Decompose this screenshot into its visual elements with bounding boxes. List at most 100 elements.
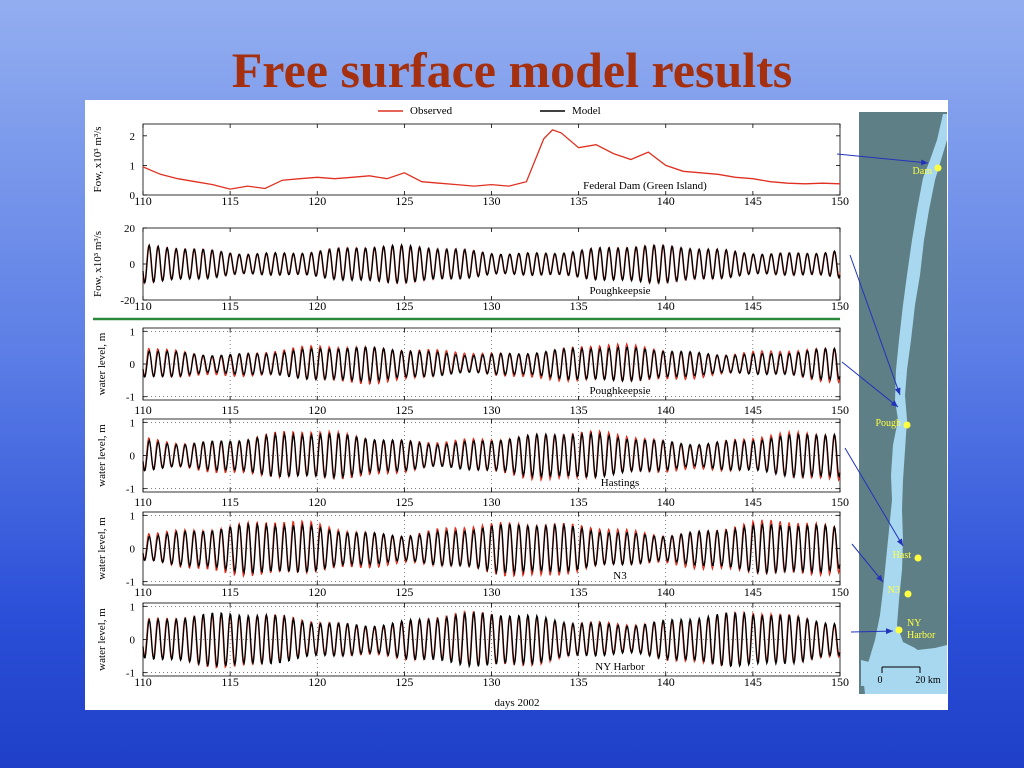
station-marker-dam: [934, 164, 942, 172]
x-tick-label: 130: [483, 675, 501, 689]
hudson-river: [863, 114, 947, 694]
x-tick-label: 115: [221, 675, 239, 689]
x-tick-label: 120: [308, 403, 326, 417]
x-tick-label: 110: [134, 403, 152, 417]
y-tick-label: 20: [124, 223, 136, 235]
x-tick-label: 145: [744, 585, 762, 599]
x-tick-label: 135: [570, 495, 588, 509]
x-tick-label: 140: [657, 299, 675, 313]
chart-panel-1: 110 115 120 125 130 135 140 145 150 0 1 2 Fow, x10³ …: [92, 123, 849, 208]
chart-panel-3: 110 115 120 125 130 135 140 145 150 1 0 -1 water lev…: [96, 326, 849, 417]
x-tick-label: 115: [221, 585, 239, 599]
x-axis-label: days 2002: [495, 697, 540, 709]
plot-frame: [142, 227, 841, 301]
station-label: Poughkeepsie: [589, 385, 650, 397]
station-name-pough: Pough: [875, 418, 901, 429]
x-tick-label: 130: [483, 585, 501, 599]
legend: Observed Model: [378, 105, 601, 117]
y-tick-label: 2: [130, 131, 136, 143]
x-tick-label: 125: [395, 675, 413, 689]
series-model-line: [142, 431, 841, 480]
x-tick-label: 110: [134, 585, 152, 599]
station-label: NY Harbor: [595, 661, 645, 673]
y-tick-label: 0: [130, 190, 136, 202]
x-tick-label: 125: [395, 403, 413, 417]
y-tick-label: 0: [130, 259, 136, 271]
x-tick-label: 120: [308, 585, 326, 599]
y-tick-label: 1: [130, 601, 136, 613]
y-axis-label: water level, m: [96, 608, 108, 671]
station-arrow: [836, 153, 929, 166]
x-tick-label: 135: [570, 403, 588, 417]
y-axis-label: water level, m: [96, 424, 108, 487]
station-label: N3: [613, 570, 627, 582]
station-name-hast: Hast: [893, 550, 912, 561]
x-tick-label: 120: [308, 675, 326, 689]
chart-panel-5: 110 115 120 125 130 135 140 145 150 1 0 -1 water lev…: [96, 510, 849, 599]
x-tick-label: 115: [221, 403, 239, 417]
station-marker-pough: [903, 421, 911, 429]
x-tick-label: 125: [395, 495, 413, 509]
station-marker-nyh: [895, 626, 903, 634]
x-tick-label: 110: [134, 675, 152, 689]
station-arrow: [841, 361, 899, 408]
x-tick-label: 135: [570, 299, 588, 313]
x-tick-label: 125: [395, 585, 413, 599]
x-tick-label: 130: [483, 403, 501, 417]
x-tick-label: 120: [308, 299, 326, 313]
station-label: Poughkeepsie: [589, 285, 650, 297]
y-tick-label: 1: [130, 510, 136, 522]
x-tick-label: 120: [308, 194, 326, 208]
y-tick-label: 0: [130, 635, 136, 647]
station-name-nyh: NY: [907, 618, 921, 629]
series-model-line: [142, 521, 841, 576]
x-tick-label: 145: [744, 495, 762, 509]
station-label: Hastings: [601, 477, 640, 489]
y-axis-label: water level, m: [96, 332, 108, 395]
y-tick-label: 0: [130, 544, 136, 556]
x-tick-label: 120: [308, 495, 326, 509]
x-tick-label: 145: [744, 299, 762, 313]
station-arrow: [850, 628, 894, 635]
x-tick-label: 135: [570, 675, 588, 689]
scale-label-end: 20 km: [915, 675, 941, 686]
y-tick-label: -1: [126, 577, 135, 589]
y-tick-label: 1: [130, 160, 136, 172]
slide-title: Free surface model results: [231, 42, 793, 98]
x-tick-label: 130: [483, 495, 501, 509]
legend-observed-label: Observed: [410, 105, 453, 117]
y-tick-label: 1: [130, 326, 136, 338]
chart-panel-6: 110 115 120 125 130 135 140 145 150 1 0 -1 water lev…: [96, 601, 849, 689]
x-tick-label: 135: [570, 194, 588, 208]
station-name-n3: N3: [888, 585, 900, 596]
y-axis-label: Fow, x10³ m³/s: [92, 231, 104, 297]
x-tick-label: 115: [221, 495, 239, 509]
bay-water: [861, 660, 885, 686]
x-tick-label: 150: [831, 299, 849, 313]
x-tick-label: 150: [831, 675, 849, 689]
x-tick-label: 110: [134, 299, 152, 313]
scale-label-start: 0: [878, 675, 883, 686]
x-tick-label: 135: [570, 585, 588, 599]
x-tick-label: 145: [744, 194, 762, 208]
station-arrow: [851, 543, 884, 583]
harbor-water: [875, 645, 947, 694]
series-observed-line: [142, 129, 841, 190]
x-tick-label: 140: [657, 675, 675, 689]
series-model-line: [142, 345, 841, 383]
legend-model-label: Model: [572, 105, 601, 117]
station-label: Federal Dam (Green Island): [583, 180, 707, 192]
x-tick-label: 130: [483, 299, 501, 313]
station-arrow: [849, 254, 901, 396]
station-marker-n3: [904, 590, 912, 598]
series-model-line: [142, 243, 841, 286]
x-tick-label: 150: [831, 495, 849, 509]
x-tick-label: 115: [221, 194, 239, 208]
y-tick-label: 0: [130, 359, 136, 371]
station-name-nyh: Harbor: [907, 630, 936, 641]
x-tick-label: 140: [657, 403, 675, 417]
x-tick-label: 145: [744, 403, 762, 417]
y-axis-label: Fow, x10³ m³/s: [92, 126, 104, 192]
x-tick-label: 150: [831, 194, 849, 208]
